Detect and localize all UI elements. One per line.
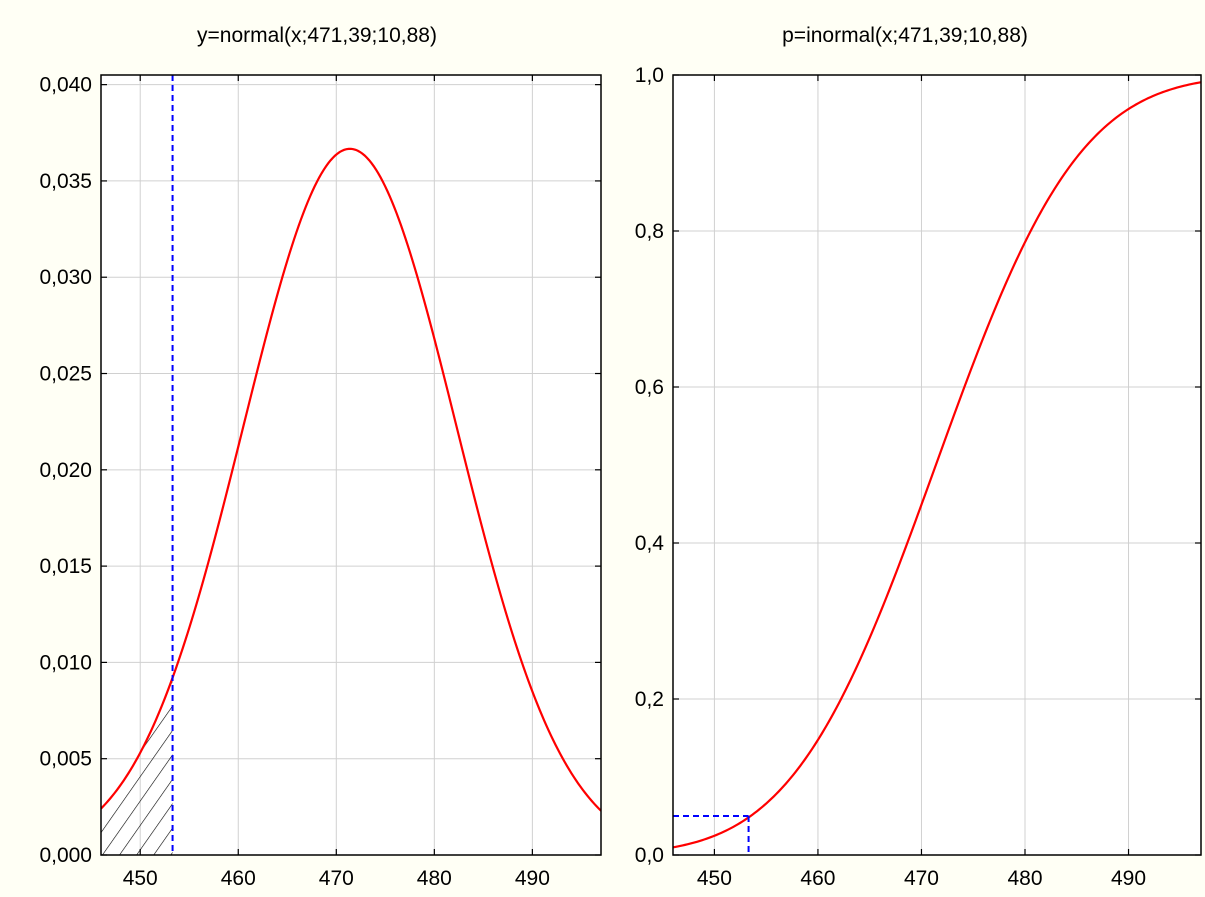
pdf-y-tick-label: 0,025 (39, 363, 92, 386)
cdf-x-tick-label: 450 (697, 867, 732, 890)
cdf-x-tick-label: 470 (904, 867, 939, 890)
pdf-y-tick-label: 0,000 (39, 844, 92, 867)
pdf-ticks (101, 75, 601, 856)
cdf-ticks (673, 74, 1201, 856)
pdf-y-tick-label: 0,020 (39, 459, 92, 482)
cdf-chart-title: p=inormal(x;471,39;10,88) (782, 24, 1028, 47)
pdf-x-tick-label: 450 (123, 867, 158, 890)
pdf-x-tick-label: 490 (515, 867, 550, 890)
pdf-x-tick-label: 460 (221, 867, 256, 890)
pdf-y-tick-labels: 0,000 0,005 0,010 0,015 0,020 0,025 0,030 0,035… (39, 74, 92, 867)
cdf-x-tick-label: 460 (800, 867, 835, 890)
pdf-y-tick-label: 0,010 (39, 651, 92, 674)
cdf-x-tick-label: 480 (1007, 867, 1042, 890)
pdf-y-tick-label: 0,035 (39, 170, 92, 193)
cdf-x-tick-labels: 450 460 470 480 490 (697, 867, 1146, 890)
pdf-chart: y=normal(x;471,39;10,88) 0,000 0,005 0,010… (39, 24, 602, 890)
pdf-marks (101, 75, 601, 855)
pdf-y-tick-label: 0,005 (39, 748, 92, 771)
cdf-y-tick-label: 0,4 (635, 532, 665, 555)
pdf-x-tick-label: 480 (417, 867, 452, 890)
pdf-plot-area (101, 75, 601, 855)
pdf-curve (101, 147, 601, 812)
cdf-y-tick-labels: 0,0 0,2 0,4 0,6 0,8 1,0 (635, 64, 665, 867)
cdf-y-tick-label: 1,0 (635, 64, 664, 87)
cdf-chart: p=inormal(x;471,39;10,88) 0,00,20,40,60,… (635, 24, 1202, 890)
cdf-y-tick-label: 0,8 (635, 220, 664, 243)
cdf-y-tick-label: 0,0 (635, 844, 664, 867)
pdf-y-tick-label: 0,030 (39, 266, 92, 289)
cdf-y-tick-label: 0,6 (635, 376, 664, 399)
cdf-curve (673, 81, 1201, 849)
pdf-y-tick-label: 0,040 (39, 74, 92, 97)
pdf-x-tick-label: 470 (319, 867, 354, 890)
pdf-y-tick-label: 0,015 (39, 555, 92, 578)
pdf-chart-title: y=normal(x;471,39;10,88) (197, 24, 437, 47)
pdf-shaded-region (101, 677, 173, 855)
pdf-x-tick-labels: 450 460 470 480 490 (123, 867, 550, 890)
cdf-x-tick-label: 490 (1111, 867, 1146, 890)
cdf-plot-frame (672, 74, 1202, 856)
cdf-y-tick-label: 0,2 (635, 688, 664, 711)
pdf-plot-frame (100, 74, 602, 856)
cdf-marks (673, 81, 1201, 855)
